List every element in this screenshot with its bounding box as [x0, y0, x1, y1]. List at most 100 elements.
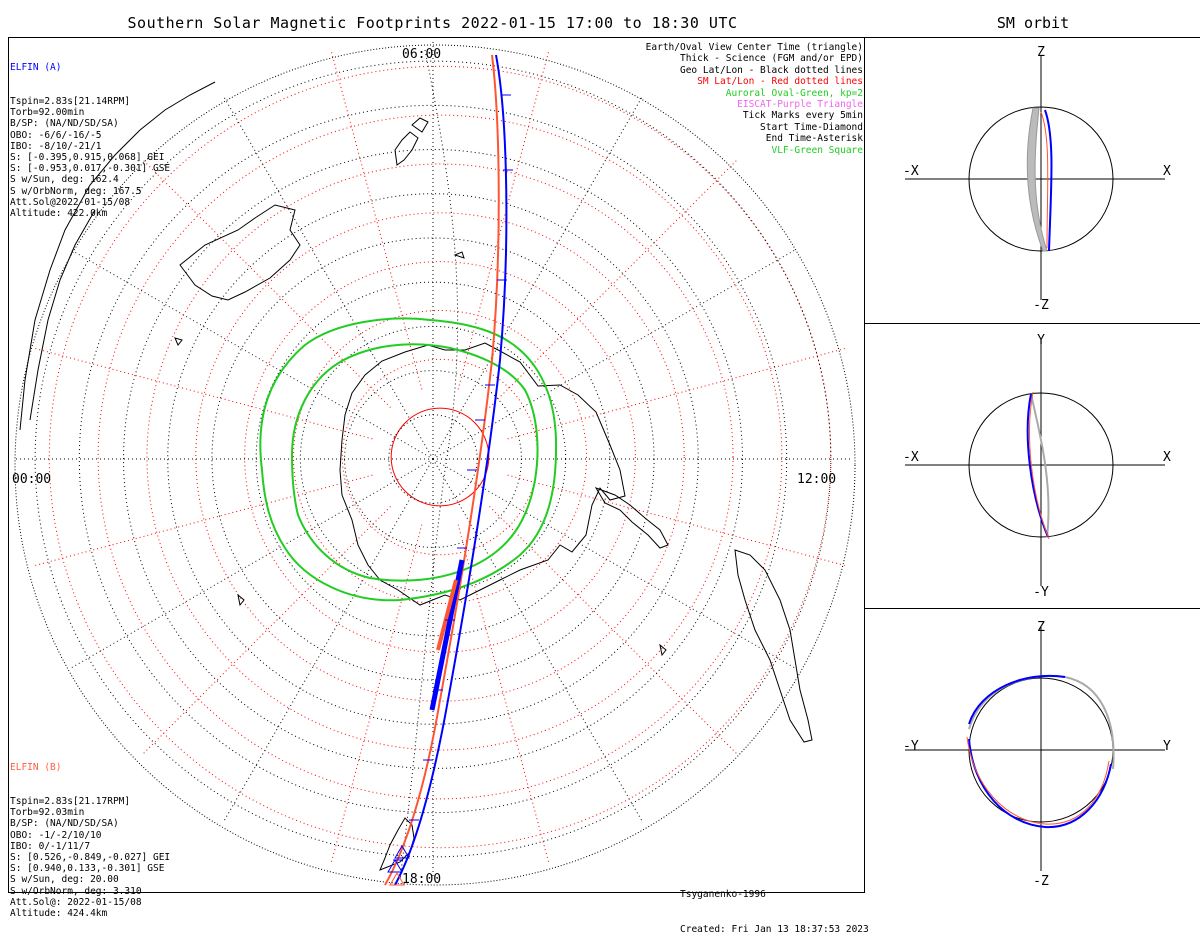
yz-left-label: -Y [903, 739, 919, 754]
map-legend: Earth/Oval View Center Time (triangle) Th… [646, 42, 863, 156]
spacecraft-a-details: Tspin=2.83s[21.14RPM] Torb=92.00min B/SP: … [10, 96, 170, 219]
xy-top-label: Y [1037, 333, 1045, 348]
legend-entry: Geo Lat/Lon - Black dotted lines [679, 64, 863, 76]
spacecraft-b-info-line: OBO: -1/-2/10/10 [10, 829, 102, 841]
legend-entry: EISCAT-Purple Triangle [737, 99, 863, 111]
geo-latitude-circle [211, 237, 655, 681]
legend-entry: Auroral Oval-Green, kp=2 [725, 87, 863, 99]
plot-title: Southern Solar Magnetic Footprints 2022-… [127, 14, 738, 32]
orbit-plot-xy: Y -Y -X X [903, 333, 1171, 600]
geo-latitude-circle [123, 149, 743, 769]
sm-longitude-line [142, 159, 391, 408]
auroral-oval-outer [259, 317, 558, 602]
spacecraft-b-info-line: S w/OrbNorm, deg: 3.310 [10, 885, 142, 897]
geo-longitude-line [69, 458, 434, 670]
track-elfin-b [384, 54, 500, 886]
time-label-bottom: 18:00 [402, 872, 441, 887]
sm-latitude-circle [48, 65, 832, 849]
spacecraft-b-info: ELFIN (B) Tspin=2.83s[21.17RPM] Torb=92.0… [10, 740, 170, 930]
asia-edge-coastline-2 [29, 209, 96, 421]
geo-latitude-circle [78, 104, 788, 814]
view-center-triangle-a [394, 845, 410, 859]
time-label-right: 12:00 [797, 472, 836, 487]
antarctic-peninsula [594, 487, 669, 549]
geo-longitude-line [222, 95, 434, 460]
auroral-ovals [259, 317, 558, 602]
time-label-top: 06:00 [402, 47, 441, 62]
spacecraft-b-info-line: Tspin=2.83s[21.17RPM] [10, 796, 131, 808]
spacecraft-a-info-line: Altitude: 422.0km [10, 208, 108, 220]
orbit-panel-yz: Z -Z -Y Y [865, 608, 1200, 901]
legend-entry: VLF-Green Square [771, 144, 863, 156]
geo-grid [13, 39, 856, 886]
africa-coastline [734, 549, 813, 743]
sm-latitude-circle [341, 358, 539, 556]
yz-top-label: Z [1037, 620, 1045, 635]
created-credit: Created: Fri Jan 13 18:37:53 2023 [680, 923, 869, 935]
geo-longitude-line [432, 458, 797, 670]
antarctica-coastline [339, 342, 626, 606]
australia-coastline [179, 204, 301, 301]
xz-top-label: Z [1037, 45, 1045, 60]
footprint-tracks [384, 54, 513, 886]
sm-latitude-circle [97, 114, 783, 800]
sm-longitude-line [507, 474, 846, 567]
spacecraft-b-info-line: Torb=92.03min [10, 807, 85, 819]
science-segment-b [436, 579, 458, 651]
orbit-plot-xz: Z -Z -X X [903, 45, 1171, 313]
spacecraft-b-info-line: IBO: 0/-1/11/7 [10, 840, 91, 852]
xz-right-label: X [1163, 164, 1171, 179]
spacecraft-b-info-line: S: [0.526,-0.849,-0.027] GEI [10, 852, 171, 864]
coastlines [19, 81, 813, 871]
outer-boundary [14, 44, 856, 886]
science-segment-a [429, 559, 465, 711]
spacecraft-b-info-line: Att.Sol@: 2022-01-15/08 [10, 896, 142, 908]
spacecraft-a-info-line: OBO: -6/6/-16/-5 [10, 129, 102, 141]
auroral-oval-inner [290, 343, 539, 582]
legend-entry: Start Time-Diamond [760, 121, 863, 133]
xy-bottom-label: -Y [1033, 585, 1049, 600]
meridian-curve [399, 49, 459, 881]
spacecraft-a-info-line: Torb=92.00min [10, 107, 85, 119]
orbit-plot-yz: Z -Z -Y Y [903, 620, 1171, 889]
asia-edge-coastline [19, 81, 216, 431]
new-zealand-north [411, 117, 429, 133]
credits: Tsyganenko-1996 Created: Fri Jan 13 18:3… [680, 866, 869, 947]
spacecraft-b-details: Tspin=2.83s[21.17RPM] Torb=92.03min B/SP: … [10, 796, 170, 919]
spacecraft-b-info-line: S: [0.940,0.133,-0.301] GSE [10, 863, 165, 875]
yz-bottom-label: -Z [1033, 874, 1049, 889]
geo-longitude-line [432, 95, 644, 460]
spacecraft-a-info-line: S: [-0.953,0.017,-0.301] GSE [10, 163, 171, 175]
sm-longitude-line [142, 506, 391, 755]
spacecraft-a-info-line: Tspin=2.83s[21.14RPM] [10, 96, 131, 108]
spacecraft-a-info-line: S: [-0.395,0.915,0.068] GEI [10, 152, 165, 164]
polar-map-frame [8, 37, 865, 893]
geo-latitude-circle [167, 193, 699, 725]
legend-entry: Thick - Science (FGM and/or EPD) [679, 53, 863, 65]
spacecraft-a-info-line: S w/Sun, deg: 162.4 [10, 174, 119, 186]
view-center-triangle-b [389, 872, 405, 886]
spacecraft-a-info-line: S w/OrbNorm, deg: 167.5 [10, 185, 142, 197]
xz-bottom-label: -Z [1033, 298, 1049, 313]
model-credit: Tsyganenko-1996 [680, 889, 766, 900]
legend-entry: End Time-Asterisk [765, 133, 863, 145]
spacecraft-a-info-line: B/SP: (NA/ND/SD/SA) [10, 118, 119, 130]
yz-right-label: Y [1163, 739, 1171, 754]
spacecraft-a-info-line: IBO: -8/10/-21/1 [10, 140, 102, 152]
xy-right-label: X [1163, 450, 1171, 465]
sm-latitude-circle [195, 212, 685, 702]
sm-latitude-circle [244, 261, 636, 653]
orbit-panel-xz: Z -Z -X X [865, 37, 1200, 324]
sm-latitude-circle [146, 163, 734, 751]
new-zealand-coastline [394, 131, 419, 166]
geo-longitude-line [69, 248, 434, 460]
spacecraft-b-info-line: Altitude: 424.4km [10, 908, 108, 920]
geo-longitude-line [222, 458, 434, 823]
spacecraft-a-name: ELFIN (A) [10, 62, 62, 74]
legend-entry: Earth/Oval View Center Time (triangle) [645, 42, 863, 53]
spacecraft-b-name: ELFIN (B) [10, 762, 62, 774]
orbit-panel-xy: Y -Y -X X [865, 323, 1200, 609]
view-center-triangle-a2 [387, 859, 403, 873]
sm-latitude-circle [292, 309, 588, 605]
sm-longitude-line [330, 51, 423, 390]
